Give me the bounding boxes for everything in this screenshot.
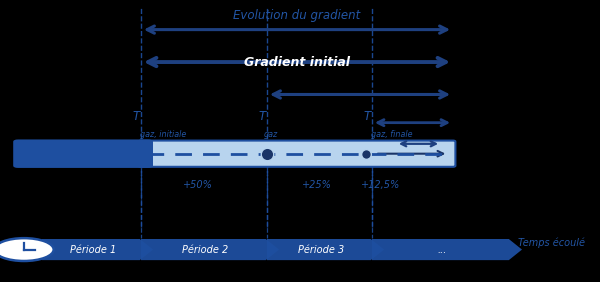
Text: ...: ...	[437, 244, 447, 255]
Polygon shape	[141, 239, 279, 260]
FancyBboxPatch shape	[13, 139, 153, 168]
Text: gaz, initiale: gaz, initiale	[140, 130, 186, 139]
Text: $T$: $T$	[132, 110, 142, 123]
Polygon shape	[372, 239, 522, 260]
Text: gaz: gaz	[264, 130, 278, 139]
Text: Evolution du gradient: Evolution du gradient	[233, 9, 361, 22]
Text: Gradient initial: Gradient initial	[244, 56, 350, 69]
Text: Période 3: Période 3	[298, 244, 344, 255]
Text: +50%: +50%	[183, 180, 213, 190]
Text: Période 2: Période 2	[182, 244, 229, 255]
Text: $T$: $T$	[363, 110, 373, 123]
Ellipse shape	[0, 238, 54, 261]
Polygon shape	[42, 239, 153, 260]
Polygon shape	[267, 239, 384, 260]
Text: +25%: +25%	[302, 180, 331, 190]
FancyBboxPatch shape	[139, 141, 455, 167]
Text: Période 1: Période 1	[70, 244, 116, 255]
Text: +12,5%: +12,5%	[361, 180, 401, 190]
Text: gaz, finale: gaz, finale	[371, 130, 412, 139]
Text: Temps écoulé: Temps écoulé	[518, 237, 586, 248]
Text: $T$: $T$	[258, 110, 268, 123]
